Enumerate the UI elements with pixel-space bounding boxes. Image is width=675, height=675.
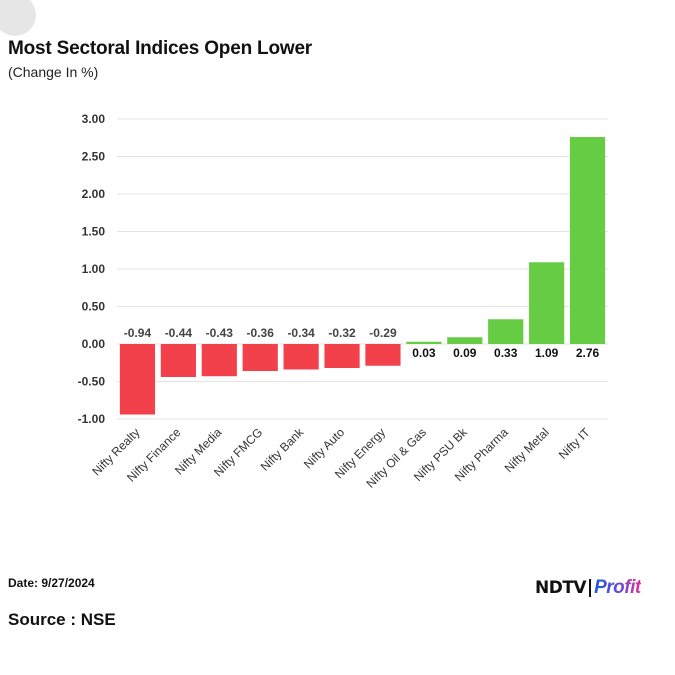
data-label: -0.36 [247,326,275,340]
data-label: -0.29 [369,326,397,340]
y-tick-label: 0.50 [82,300,106,314]
data-label: 0.03 [412,346,436,360]
y-tick-label: 2.00 [82,187,106,201]
y-tick-label: 3.00 [82,112,106,126]
y-tick-label: 1.00 [82,262,106,276]
data-label: -0.44 [165,326,193,340]
data-label: -0.43 [206,326,234,340]
x-tick-label: Nifty Bank [258,425,307,474]
bar [324,344,360,368]
chart-subtitle: (Change In %) [8,64,99,80]
ndtv-profit-logo: NDTV Profit [535,576,641,600]
bar [119,344,156,415]
chart-title: Most Sectoral Indices Open Lower [8,38,313,59]
logo-profit-text: Profit [594,577,641,598]
bar [488,319,524,344]
y-tick-label: -0.50 [78,375,106,389]
data-label: 0.09 [453,346,477,360]
logo-ndtv-text: NDTV [535,578,587,598]
date-label: Date: 9/27/2024 [8,576,95,590]
logo-separator [589,579,592,597]
source-label: Source : NSE [8,610,116,629]
bar [160,344,196,377]
y-tick-label: 0.00 [82,337,106,351]
bar [529,262,565,344]
data-label: -0.34 [287,326,315,340]
bar [406,341,442,344]
y-tick-label: -1.00 [78,412,106,426]
bar [283,344,319,370]
data-label: 1.09 [535,346,559,360]
bar [242,344,278,371]
data-label: -0.32 [328,326,356,340]
data-label: 2.76 [576,346,600,360]
data-label: 0.33 [494,346,518,360]
x-tick-label: Nifty IT [556,425,593,462]
y-tick-label: 1.50 [82,225,106,239]
bar-chart: 3.00 2.50 2.00 1.50 1.00 0.50 0.00 -0.50 -1.00 -0… [78,112,608,491]
bar [365,344,401,366]
x-tick-label: Nifty Metal [502,425,552,475]
bar [201,344,237,377]
bar [569,137,606,344]
data-label: -0.94 [124,326,152,340]
y-tick-label: 2.50 [82,150,106,164]
bar [447,337,483,344]
